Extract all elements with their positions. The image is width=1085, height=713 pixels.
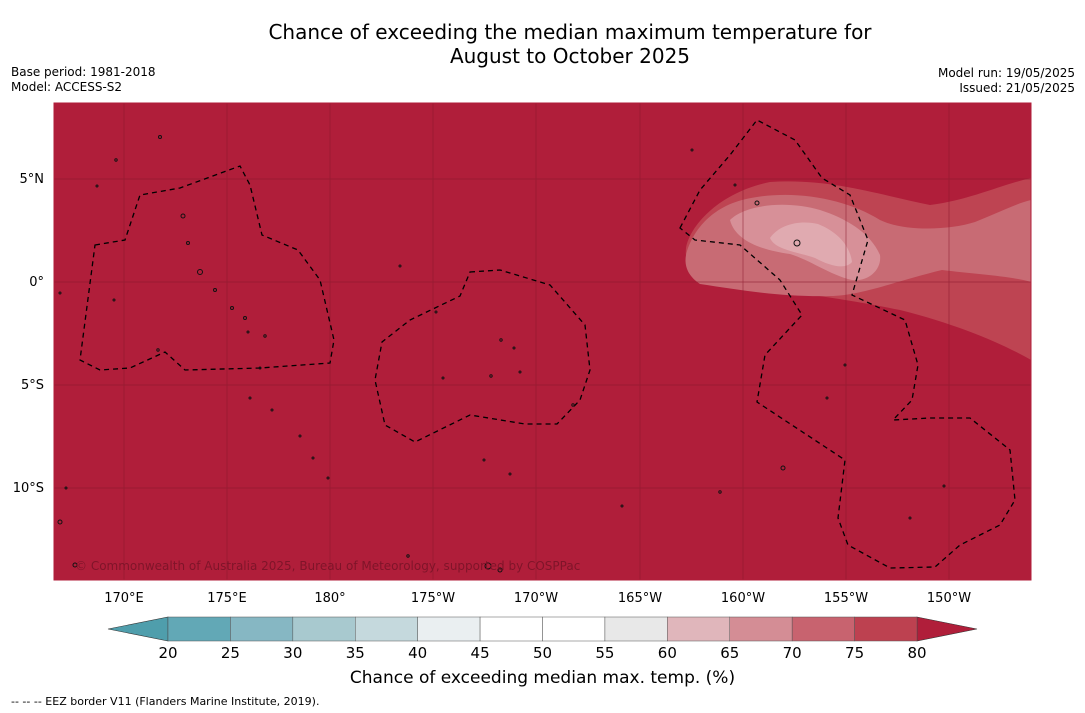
colorbar-tick-label: 25 — [221, 644, 240, 662]
map-title-line-1: Chance of exceeding the median maximum t… — [268, 20, 872, 44]
lat-label-0: 0° — [29, 275, 44, 290]
lon-label-150w: 150°W — [927, 591, 971, 606]
lat-label-5n: 5°N — [20, 172, 45, 187]
colorbar-bin — [791, 616, 855, 642]
contour-60-65 — [770, 222, 852, 267]
eez-border-tuvalu — [79, 165, 335, 371]
lat-label-10s: 10°S — [13, 481, 44, 496]
model-info: Base period: 1981-2018 Model: ACCESS-S2 — [11, 65, 156, 95]
lon-label-175e: 175°E — [207, 591, 247, 606]
colorbar-bin — [479, 616, 543, 642]
colorbar-tick-label: 75 — [845, 644, 864, 662]
map-title-line-2: August to October 2025 — [449, 44, 691, 68]
map-background — [54, 103, 1031, 580]
issued-text: Issued: 21/05/2025 — [959, 81, 1075, 95]
colorbar-bin — [167, 616, 231, 642]
colorbar-tick-label: 65 — [720, 644, 739, 662]
colorbar-tick-label: 55 — [595, 644, 614, 662]
colorbar-title: Chance of exceeding median max. temp. (%… — [349, 668, 736, 688]
colorbar-bin — [667, 616, 730, 642]
map-frame — [53, 102, 1032, 581]
map-copyright: © Commonwealth of Australia 2025, Bureau… — [75, 559, 580, 573]
colorbar-bin — [542, 616, 606, 642]
lon-label-170w: 170°W — [514, 591, 558, 606]
run-info: Model run: 19/05/2025 Issued: 21/05/2025 — [938, 66, 1075, 96]
colorbar-bin — [230, 616, 294, 642]
colorbar-tick-label: 35 — [346, 644, 365, 662]
colorbar-tick-label: 70 — [783, 644, 802, 662]
colorbar-tick-label: 50 — [533, 644, 552, 662]
lon-label-155w: 155°W — [824, 591, 868, 606]
lon-label-165w: 165°W — [618, 591, 662, 606]
model-run-text: Model run: 19/05/2025 — [937, 66, 1075, 80]
longitude-labels: 170°E 175°E 180° 175°W 170°W 165°W 160°W… — [104, 591, 971, 606]
lon-label-160w: 160°W — [721, 591, 765, 606]
lon-label-175w: 175°W — [411, 591, 455, 606]
eez-border-kiribati-phoenix — [679, 119, 1016, 569]
colorbar-tick-label: 60 — [658, 644, 677, 662]
map-title: Chance of exceeding the median maximum t… — [120, 20, 1020, 68]
eez-borders — [79, 119, 1016, 569]
colorbar-bin — [854, 616, 918, 642]
colorbar-bin — [604, 616, 668, 642]
base-period-text: Base period: 1981-2018 — [11, 65, 156, 79]
model-name-text: Model: ACCESS-S2 — [11, 80, 123, 94]
colorbar-bin — [355, 616, 418, 642]
colorbar-tick-label: 30 — [283, 644, 302, 662]
anomaly-contours — [685, 178, 1031, 360]
colorbar-tick-label: 40 — [408, 644, 427, 662]
colorbar-tick-label: 20 — [158, 644, 177, 662]
colorbar-over-arrow — [916, 616, 978, 642]
island-outlines — [57, 135, 946, 573]
latitude-labels: 5°N 0° 5°S 10°S — [13, 172, 44, 496]
colorbar-bin — [292, 616, 356, 642]
graticule — [54, 103, 1031, 580]
colorbar-tick-label: 80 — [907, 644, 926, 662]
colorbar-under-arrow — [107, 616, 169, 642]
eez-footnote: -- -- -- EEZ border V11 (Flanders Marine… — [11, 695, 320, 708]
colorbar-tick-label: 45 — [471, 644, 490, 662]
colorbar: 20 25 30 35 40 45 50 55 60 65 70 75 80 — [107, 616, 978, 662]
lat-label-5s: 5°S — [21, 378, 44, 393]
eez-border-howland-baker — [374, 269, 591, 443]
lon-label-180: 180° — [314, 591, 345, 606]
colorbar-bin — [729, 616, 793, 642]
lon-label-170e: 170°E — [104, 591, 144, 606]
colorbar-bin — [417, 616, 481, 642]
